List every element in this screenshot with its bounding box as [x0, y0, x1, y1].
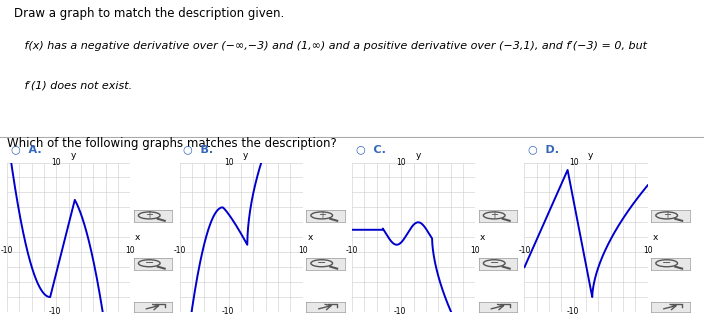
Text: +: + [318, 210, 326, 220]
Text: ○  C.: ○ C. [356, 144, 385, 154]
Text: −: − [662, 258, 672, 268]
Text: -10: -10 [173, 246, 186, 255]
Text: -10: -10 [346, 246, 358, 255]
Text: x: x [135, 233, 141, 242]
Text: x: x [308, 233, 313, 242]
Text: x: x [480, 233, 486, 242]
Text: +: + [490, 210, 498, 220]
Text: y: y [70, 151, 76, 160]
Text: 10: 10 [569, 158, 579, 167]
Text: −: − [317, 258, 327, 268]
Text: 10: 10 [396, 158, 406, 167]
Text: −: − [489, 258, 499, 268]
Text: 10: 10 [298, 246, 308, 255]
Text: +: + [662, 210, 671, 220]
Text: 10: 10 [470, 246, 480, 255]
Text: Which of the following graphs matches the description?: Which of the following graphs matches th… [7, 136, 337, 150]
Text: −: − [144, 258, 154, 268]
Text: 10: 10 [125, 246, 135, 255]
Text: f(x) has a negative derivative over (−∞,−3) and (1,∞) and a positive derivative : f(x) has a negative derivative over (−∞,… [14, 41, 647, 51]
Text: y: y [415, 151, 421, 160]
Text: -10: -10 [394, 307, 406, 317]
Text: f′(1) does not exist.: f′(1) does not exist. [14, 81, 132, 91]
Text: ○  B.: ○ B. [183, 144, 213, 154]
Text: x: x [653, 233, 658, 242]
Text: Draw a graph to match the description given.: Draw a graph to match the description gi… [14, 6, 284, 20]
Text: -10: -10 [221, 307, 234, 317]
Text: y: y [588, 151, 593, 160]
Text: -10: -10 [1, 246, 13, 255]
Text: 10: 10 [643, 246, 653, 255]
Text: 10: 10 [224, 158, 234, 167]
Text: ○  A.: ○ A. [11, 144, 42, 154]
Text: 10: 10 [51, 158, 61, 167]
Text: y: y [243, 151, 249, 160]
Text: -10: -10 [566, 307, 579, 317]
Text: +: + [145, 210, 153, 220]
Text: -10: -10 [49, 307, 61, 317]
Text: -10: -10 [518, 246, 531, 255]
Text: ○  D.: ○ D. [528, 144, 559, 154]
